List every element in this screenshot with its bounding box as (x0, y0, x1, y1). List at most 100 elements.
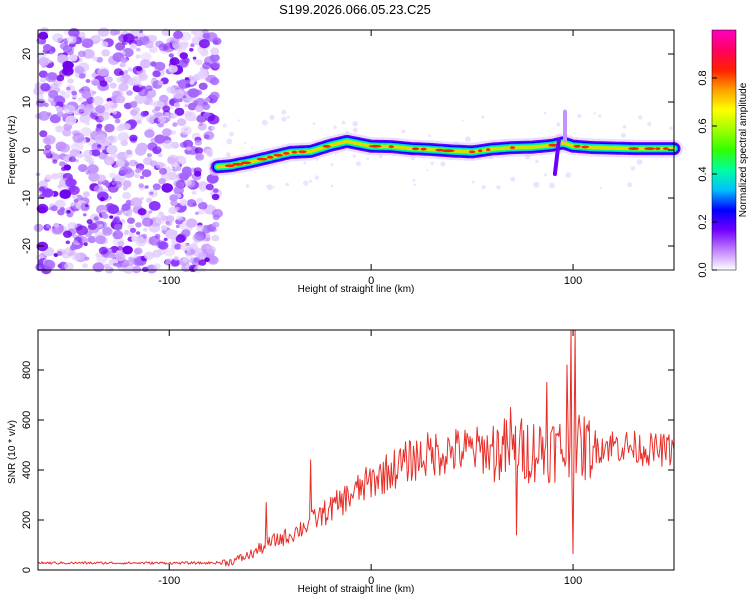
noise-blob (35, 98, 47, 108)
noise-blob (97, 174, 107, 183)
noise-blob (134, 94, 147, 104)
y-tick-label: 10 (21, 96, 33, 108)
noise-blob (195, 153, 205, 161)
noise-blob (106, 100, 114, 107)
noise-blob (117, 240, 125, 247)
noise-blob (101, 41, 109, 48)
noise-blob (105, 76, 113, 83)
noise-speck (533, 181, 540, 188)
noise-blob (98, 246, 108, 255)
noise-blob (212, 188, 219, 194)
noise-blob (72, 240, 79, 246)
noise-blob (190, 75, 199, 83)
noise-blob (170, 130, 177, 135)
noise-blob (194, 147, 204, 155)
noise-speck (401, 129, 406, 134)
noise-blob (66, 86, 71, 91)
noise-blob (99, 80, 108, 87)
noise-blob (55, 125, 64, 133)
noise-speck (237, 119, 240, 122)
noise-blob (136, 119, 142, 125)
noise-blob (158, 123, 164, 128)
noise-blob (63, 30, 70, 35)
noise-speck (352, 154, 356, 158)
noise-blob (47, 112, 52, 117)
noise-blob (118, 34, 128, 43)
noise-blob (102, 227, 113, 236)
noise-blob (182, 95, 187, 99)
noise-blob (92, 56, 98, 61)
noise-blob (207, 114, 220, 125)
ridge-hotspot (468, 150, 476, 154)
noise-speck (272, 186, 275, 189)
noise-blob (146, 197, 153, 203)
spectrogram-x-label: Height of straight line (km) (298, 284, 415, 295)
noise-blob (148, 223, 161, 233)
noise-blob (78, 73, 86, 79)
noise-blob (185, 83, 191, 88)
noise-blob (126, 259, 135, 266)
noise-blob (50, 153, 60, 161)
noise-blob (104, 123, 115, 133)
noise-blob (120, 207, 127, 212)
noise-blob (188, 88, 200, 98)
noise-blob (68, 54, 78, 62)
noise-blob (169, 57, 180, 66)
noise-blob (109, 215, 114, 219)
snr-series-line (37, 329, 675, 567)
noise-blob (109, 82, 117, 89)
noise-blob (96, 123, 103, 129)
noise-blob (209, 77, 220, 86)
noise-blob (154, 233, 161, 239)
noise-blob (149, 101, 155, 106)
noise-blob (136, 235, 144, 242)
noise-blob (152, 70, 161, 78)
ridge-hotspot (478, 149, 483, 153)
noise-speck (303, 180, 309, 186)
noise-blob (203, 134, 210, 140)
noise-blob (144, 185, 149, 189)
noise-blob (52, 159, 58, 164)
noise-blob (198, 259, 207, 266)
snr-x-ticks: -100 0 100 (158, 330, 582, 587)
noise-speck (496, 185, 501, 190)
noise-blob (132, 265, 142, 274)
noise-speck (461, 119, 464, 122)
noise-speck (229, 131, 234, 137)
noise-blob (111, 181, 116, 185)
noise-blob (105, 159, 112, 165)
noise-blob (194, 170, 202, 177)
noise-blob (47, 59, 53, 64)
y-tick-label: -20 (21, 238, 33, 254)
noise-blob (170, 258, 180, 267)
noise-speck (412, 178, 416, 182)
noise-speck (330, 163, 334, 167)
noise-speck (341, 120, 346, 125)
chart-title: S199.2026.066.05.23.C25 (279, 2, 431, 17)
noise-blob (141, 85, 146, 90)
noise-speck (426, 169, 429, 172)
noise-blob (111, 259, 117, 264)
noise-blob (76, 144, 84, 151)
noise-blob (157, 80, 164, 86)
noise-speck (261, 119, 268, 126)
noise-blob (173, 256, 180, 261)
snr-y-ticks: 0 200 400 600 800 (21, 361, 674, 573)
noise-blob (170, 113, 178, 119)
noise-blob (166, 86, 175, 94)
noise-speck (627, 182, 633, 188)
noise-blob (161, 183, 173, 193)
noise-blob (175, 180, 185, 189)
noise-blob (157, 146, 161, 150)
noise-blob (100, 38, 104, 42)
noise-blob (165, 117, 171, 122)
noise-blob (196, 231, 203, 236)
noise-blob (153, 85, 157, 89)
noise-blob (66, 49, 74, 56)
noise-blob (206, 245, 210, 249)
noise-blob (123, 69, 129, 74)
noise-blob (146, 153, 152, 158)
ridge-hotspot (283, 152, 290, 155)
noise-blob (112, 110, 118, 115)
noise-blob (97, 27, 110, 37)
